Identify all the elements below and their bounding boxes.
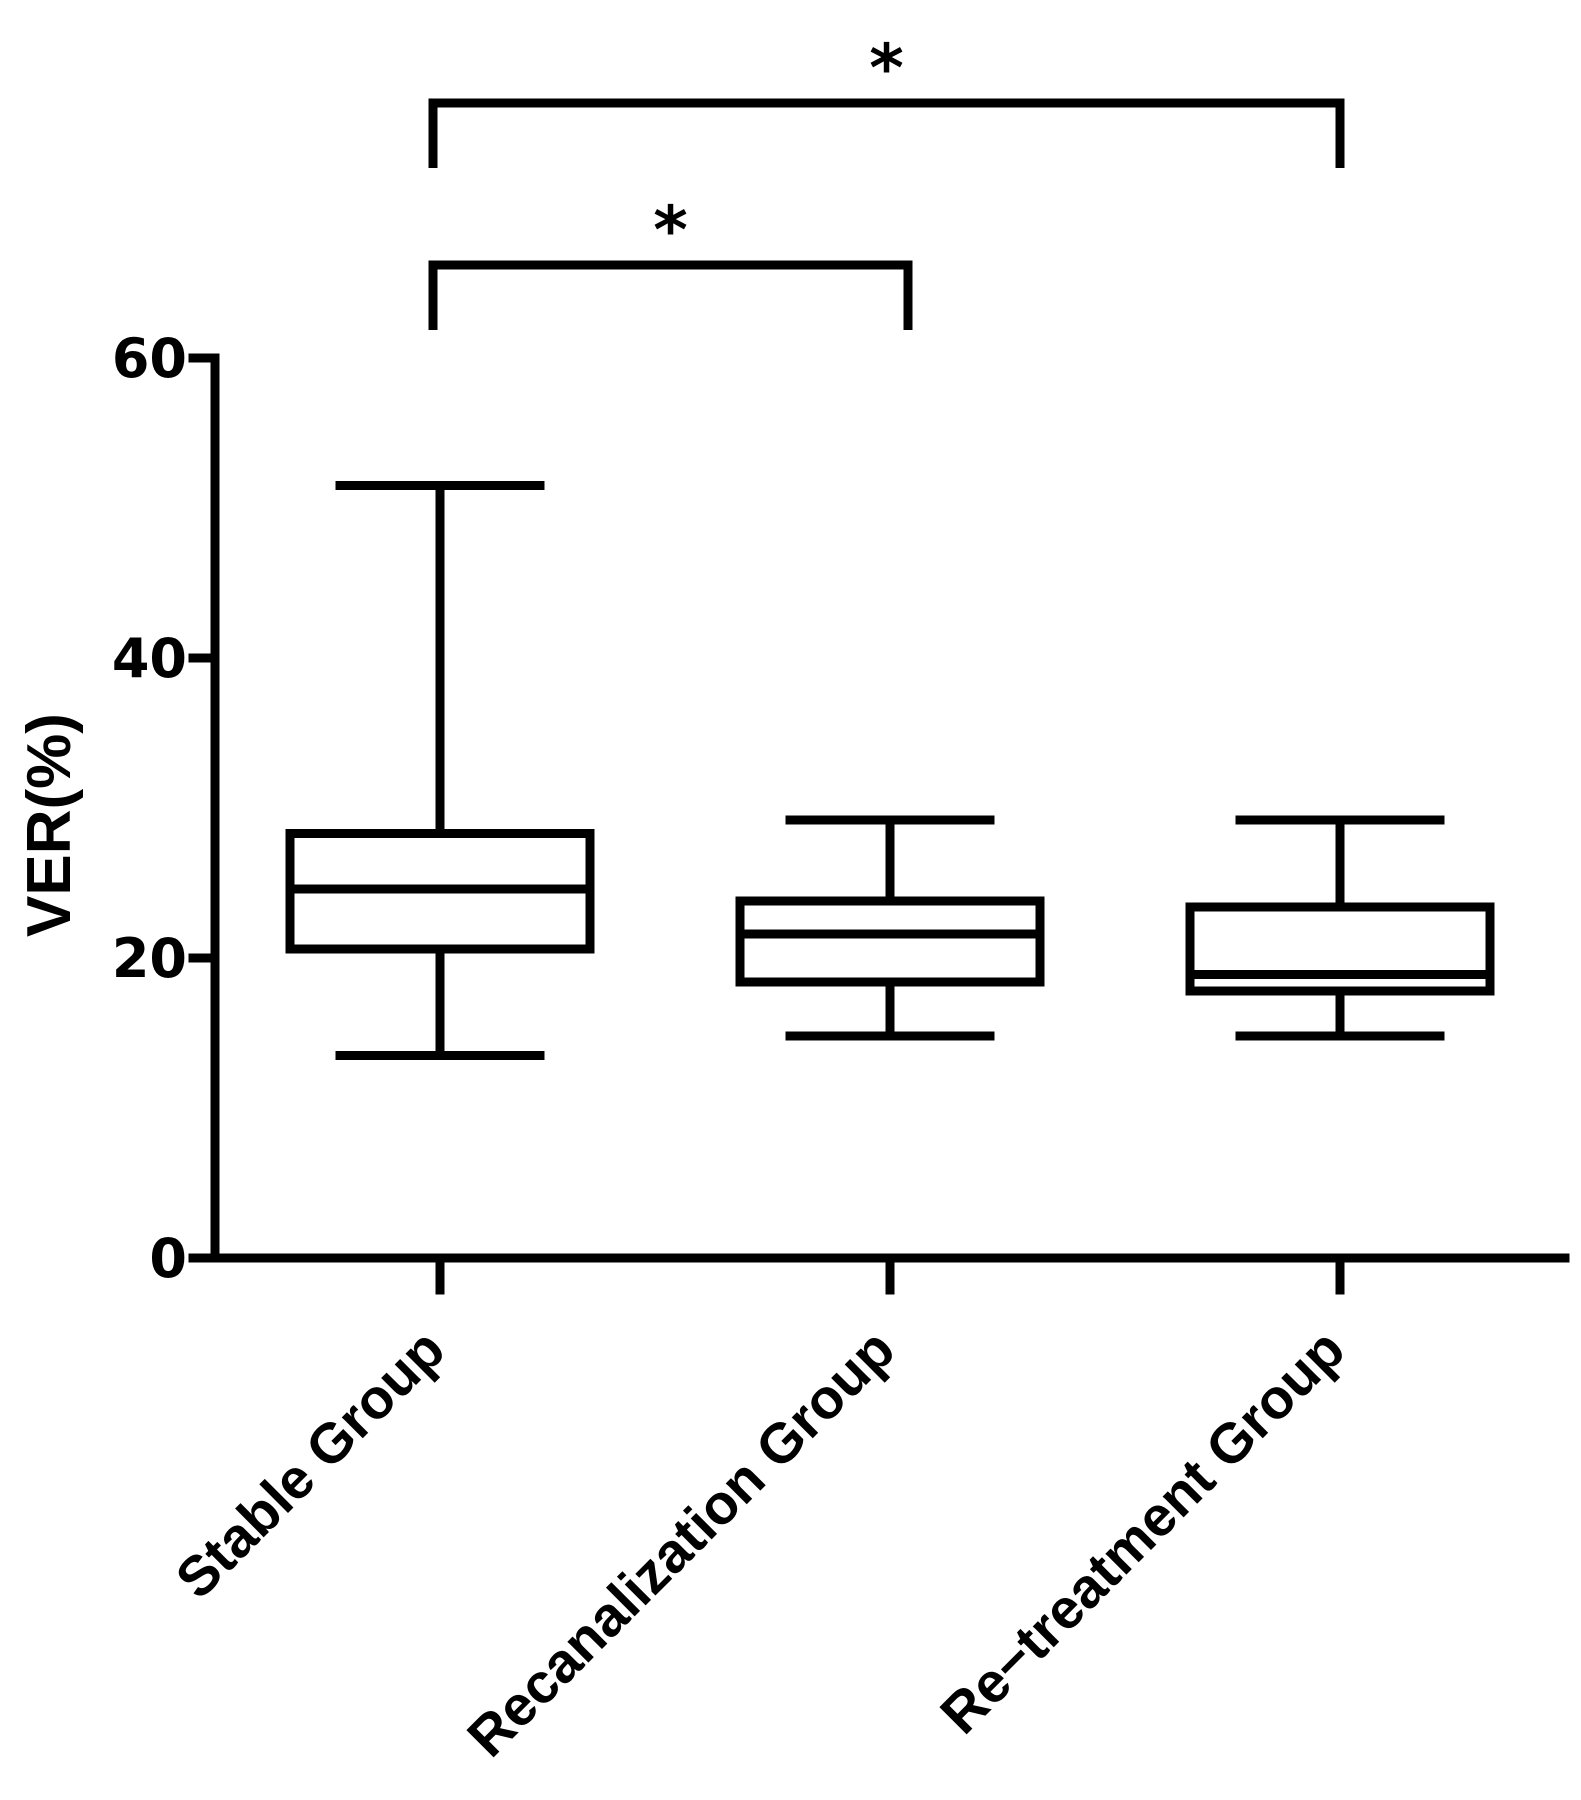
iqr-box bbox=[735, 896, 1045, 987]
significance-label: * bbox=[653, 192, 688, 269]
y-tick-label: 0 bbox=[149, 1227, 187, 1290]
bracket-line bbox=[428, 260, 913, 330]
y-tick-label: 20 bbox=[112, 927, 187, 990]
significance-bracket: * bbox=[428, 30, 1345, 168]
y-tick-label: 60 bbox=[112, 327, 187, 390]
significance-label: * bbox=[869, 30, 904, 107]
y-axis-title: VER(%) bbox=[15, 713, 84, 937]
boxes bbox=[285, 481, 1495, 1060]
x-category-label: Recanalization Group bbox=[455, 1317, 907, 1769]
x-category-label: Re−treatment Group bbox=[928, 1317, 1357, 1746]
box-group bbox=[1185, 815, 1495, 1041]
box-group bbox=[735, 815, 1045, 1041]
significance-brackets: ** bbox=[428, 30, 1345, 330]
box-group bbox=[285, 481, 595, 1060]
x-category-label: Stable Group bbox=[163, 1317, 456, 1610]
y-tick-label: 40 bbox=[112, 627, 187, 690]
bracket-line bbox=[428, 98, 1345, 168]
significance-bracket: * bbox=[428, 192, 913, 330]
